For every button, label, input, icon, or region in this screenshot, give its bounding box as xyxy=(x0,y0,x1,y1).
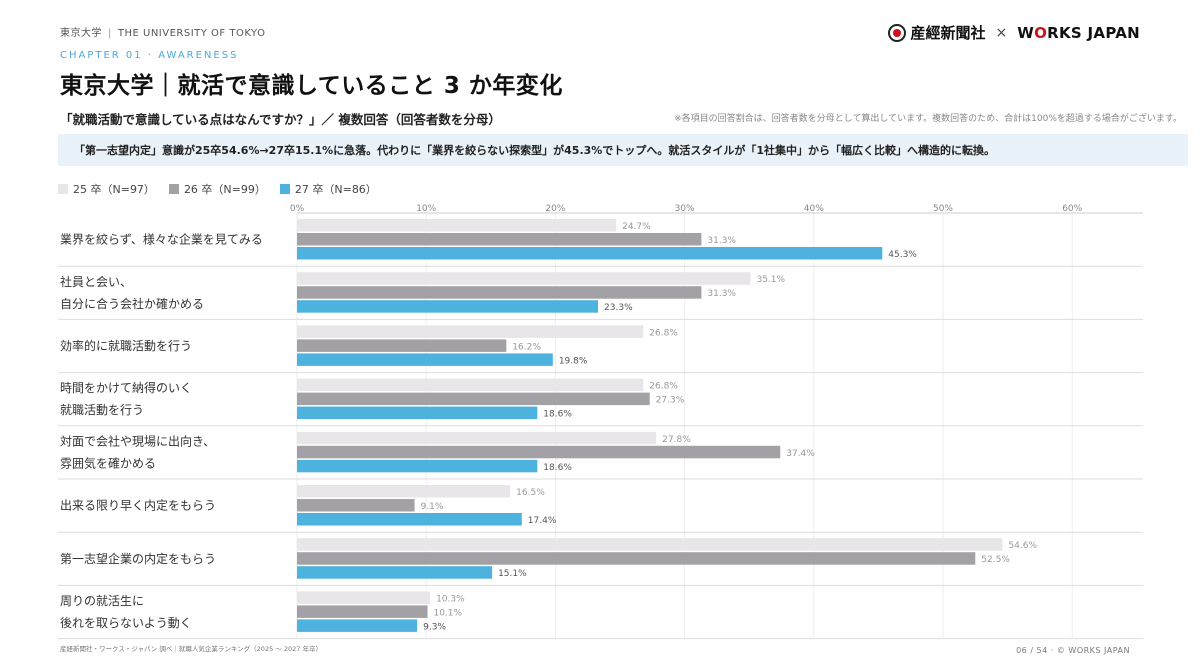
works-logo-part-a: W xyxy=(1017,23,1035,42)
legend-label-27: 27 卒（N=86） xyxy=(294,183,377,196)
tick-label-60: 60% xyxy=(1062,204,1082,214)
data-label-25: 24.7% xyxy=(622,222,651,232)
data-label-27: 23.3% xyxy=(604,303,633,313)
bar-27 xyxy=(297,247,883,260)
data-label-27: 17.4% xyxy=(528,516,557,526)
data-label-25: 26.8% xyxy=(649,382,678,392)
category-label: 後れを取らないよう動く xyxy=(60,616,192,630)
data-label-27: 15.1% xyxy=(498,569,527,579)
legend-item-25: 25 卒（N=97） xyxy=(58,181,155,197)
data-label-27: 9.3% xyxy=(423,622,446,632)
bar-27 xyxy=(297,513,522,526)
partner-logos: 産經新聞社 × WORKS JAPAN xyxy=(888,22,1140,43)
data-label-26: 31.3% xyxy=(707,289,736,299)
bar-26 xyxy=(297,233,702,246)
category-label: 業界を絞らず、様々な企業を見てみる xyxy=(60,232,263,247)
category-label: 自分に合う会社か確かめる xyxy=(60,296,204,311)
data-label-27: 19.8% xyxy=(559,356,588,366)
legend-item-27: 27 卒（N=86） xyxy=(279,181,377,197)
data-label-26: 9.1% xyxy=(421,502,444,512)
category-label: 効率的に就職活動を行う xyxy=(60,338,192,353)
source-note: 産経新聞社・ワークス・ジャパン 調べ｜就職人気企業ランキング（2025 〜 20… xyxy=(60,645,322,653)
data-label-26: 52.5% xyxy=(981,555,1010,565)
bar-25 xyxy=(297,591,431,604)
legend-swatch-26 xyxy=(168,184,179,194)
bar-25 xyxy=(297,325,644,338)
data-label-27: 18.6% xyxy=(543,463,572,473)
legend-item-26: 26 卒（N=99） xyxy=(168,181,266,197)
works-logo-o: O xyxy=(1034,23,1048,42)
chart-legend: 25 卒（N=97） 26 卒（N=99） 27 卒（N=86） xyxy=(58,181,377,197)
bar-25 xyxy=(297,272,751,285)
tick-label-40: 40% xyxy=(804,204,824,214)
bar-26 xyxy=(297,499,415,512)
works-logo-part-b: RKS JAPAN xyxy=(1047,23,1140,42)
bar-27 xyxy=(297,459,538,473)
bar-27 xyxy=(297,566,493,579)
bar-27 xyxy=(297,406,538,420)
legend-swatch-25 xyxy=(58,184,68,194)
category-label: 時間をかけて納得のいく xyxy=(60,380,192,395)
category-label: 就職活動を行う xyxy=(60,403,144,417)
bar-25 xyxy=(297,538,1003,551)
legend-label-26: 26 卒（N=99） xyxy=(183,183,266,196)
data-label-26: 27.3% xyxy=(656,396,685,406)
data-label-25: 35.1% xyxy=(756,275,785,285)
legend-swatch-27 xyxy=(279,184,290,194)
bar-26 xyxy=(297,392,650,406)
bar-25 xyxy=(297,431,657,445)
org-header: 東京大学 | THE UNIVERSITY OF TOKYO xyxy=(60,24,265,39)
insight-banner: 「第一志望内定」意識が25卒54.6%→27卒15.1%に急落。代わりに「業界を… xyxy=(58,134,1188,166)
data-label-26: 10.1% xyxy=(433,608,462,618)
tick-label-30: 30% xyxy=(675,204,695,214)
page-number: 06 / 54 · © WORKS JAPAN xyxy=(1016,646,1130,655)
data-label-25: 26.8% xyxy=(649,328,678,338)
tick-label-20: 20% xyxy=(545,204,565,214)
bar-26 xyxy=(297,445,781,459)
data-label-26: 37.4% xyxy=(786,449,815,459)
data-label-26: 31.3% xyxy=(707,236,736,246)
page-title: 東京大学｜就活で意識していること 3 か年変化 xyxy=(60,73,563,99)
data-label-26: 16.2% xyxy=(512,342,541,352)
bar-25 xyxy=(297,378,644,392)
org-name-en: THE UNIVERSITY OF TOKYO xyxy=(117,28,266,39)
org-name: 東京大学 xyxy=(60,28,102,39)
logo-cross: × xyxy=(995,24,1008,41)
data-label-25: 10.3% xyxy=(436,594,465,604)
data-label-25: 54.6% xyxy=(1008,541,1037,551)
org-separator: | xyxy=(108,28,112,39)
insight-text: 「第一志望内定」意識が25卒54.6%→27卒15.1%に急落。代わりに「業界を… xyxy=(74,144,995,157)
question-text: 「就職活動で意識している点はなんですか？」／ 複数回答（回答者数を分母） xyxy=(60,112,501,127)
bar-27 xyxy=(297,300,599,313)
tick-label-0: 0% xyxy=(290,204,305,214)
footnote: ※各項目の回答割合は、回答者数を分母として算出しています。複数回答のため、合計は… xyxy=(674,114,1182,124)
category-label: 対面で会社や現場に出向き、 xyxy=(60,433,215,448)
category-label: 雰囲気を確かめる xyxy=(60,455,156,470)
data-label-25: 27.8% xyxy=(662,435,691,445)
legend-label-25: 25 卒（N=97） xyxy=(73,183,155,196)
category-label: 周りの就活生に xyxy=(60,594,144,608)
bar-27 xyxy=(297,353,553,366)
bar-26 xyxy=(297,286,702,299)
bar-26 xyxy=(297,339,507,352)
data-label-27: 45.3% xyxy=(888,250,917,260)
category-label: 社員と会い、 xyxy=(60,274,132,289)
bar-26 xyxy=(297,605,428,618)
chapter-label: CHAPTER 01 · AWARENESS xyxy=(60,50,239,61)
tick-label-50: 50% xyxy=(933,204,953,214)
bar-27 xyxy=(297,619,418,632)
works-japan-logo: WORKS JAPAN xyxy=(1017,24,1140,42)
sankei-logo: 産經新聞社 xyxy=(888,22,985,43)
sankei-mark-icon xyxy=(888,23,907,42)
data-label-25: 16.5% xyxy=(516,488,545,498)
data-label-27: 18.6% xyxy=(543,410,572,420)
tick-label-10: 10% xyxy=(416,204,436,214)
bar-26 xyxy=(297,552,976,565)
category-label: 第一志望企業の内定をもらう xyxy=(60,551,216,566)
sankei-logo-text: 産經新聞社 xyxy=(910,24,986,42)
bar-25 xyxy=(297,485,511,498)
bar-25 xyxy=(297,219,617,232)
category-label: 出来る限り早く内定をもらう xyxy=(60,498,216,513)
